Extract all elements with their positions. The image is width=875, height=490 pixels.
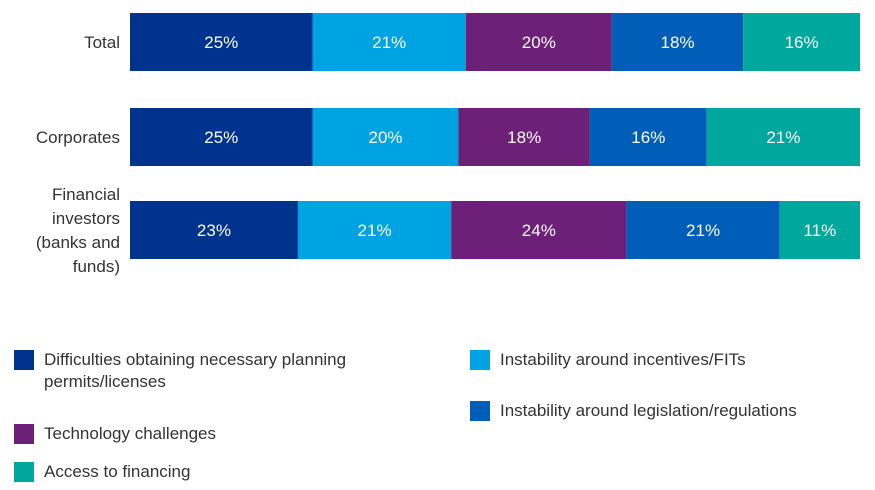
category-label: Total xyxy=(84,33,120,52)
bar-segment xyxy=(743,13,860,71)
bar-segment xyxy=(589,108,707,166)
bar-value-label: 11% xyxy=(803,221,836,240)
bar-segment xyxy=(297,201,452,259)
category-label: Financial investors (banks and funds) xyxy=(36,185,120,276)
bar-segment xyxy=(130,108,313,166)
bar-segment xyxy=(130,13,313,71)
bar-segment xyxy=(779,201,860,259)
bar-value-label: 16% xyxy=(631,128,665,147)
category-label: Corporates xyxy=(36,128,120,147)
bar-value-label: 25% xyxy=(204,128,238,147)
bar-segment xyxy=(706,108,860,166)
bar-value-label: 21% xyxy=(358,221,392,240)
bar-segment xyxy=(312,13,466,71)
bar-value-label: 21% xyxy=(766,128,800,147)
category-label-line: Total xyxy=(84,33,120,52)
bar-segment xyxy=(611,13,744,71)
bar-segment xyxy=(458,108,590,166)
bar-value-label: 23% xyxy=(197,221,231,240)
bar-segment xyxy=(130,201,298,259)
bar-value-label: 16% xyxy=(785,33,819,52)
bar-value-label: 24% xyxy=(522,221,556,240)
category-label-line: Financial xyxy=(52,185,120,204)
category-label-line: funds) xyxy=(73,257,120,276)
bar-value-label: 20% xyxy=(368,128,402,147)
category-label-line: (banks and xyxy=(36,233,120,252)
bars-group: 25% 21% 20% 18% 16% 25% 20% 18% 16% 21% 23% 21% 24% 2… xyxy=(130,13,860,259)
bar-segment xyxy=(312,108,459,166)
category-label-line: Corporates xyxy=(36,128,120,147)
bar-value-label: 20% xyxy=(522,33,556,52)
category-label-line: investors xyxy=(52,209,120,228)
bar-segment xyxy=(451,201,627,259)
bar-segment xyxy=(465,13,612,71)
bar-value-label: 18% xyxy=(507,128,541,147)
bar-value-label: 18% xyxy=(660,33,694,52)
bar-segment xyxy=(626,201,780,259)
bar-value-label: 21% xyxy=(686,221,720,240)
category-labels: Total Corporates Financial investors (banks … xyxy=(36,33,120,276)
bar-value-label: 21% xyxy=(372,33,406,52)
bar-value-label: 25% xyxy=(204,33,238,52)
